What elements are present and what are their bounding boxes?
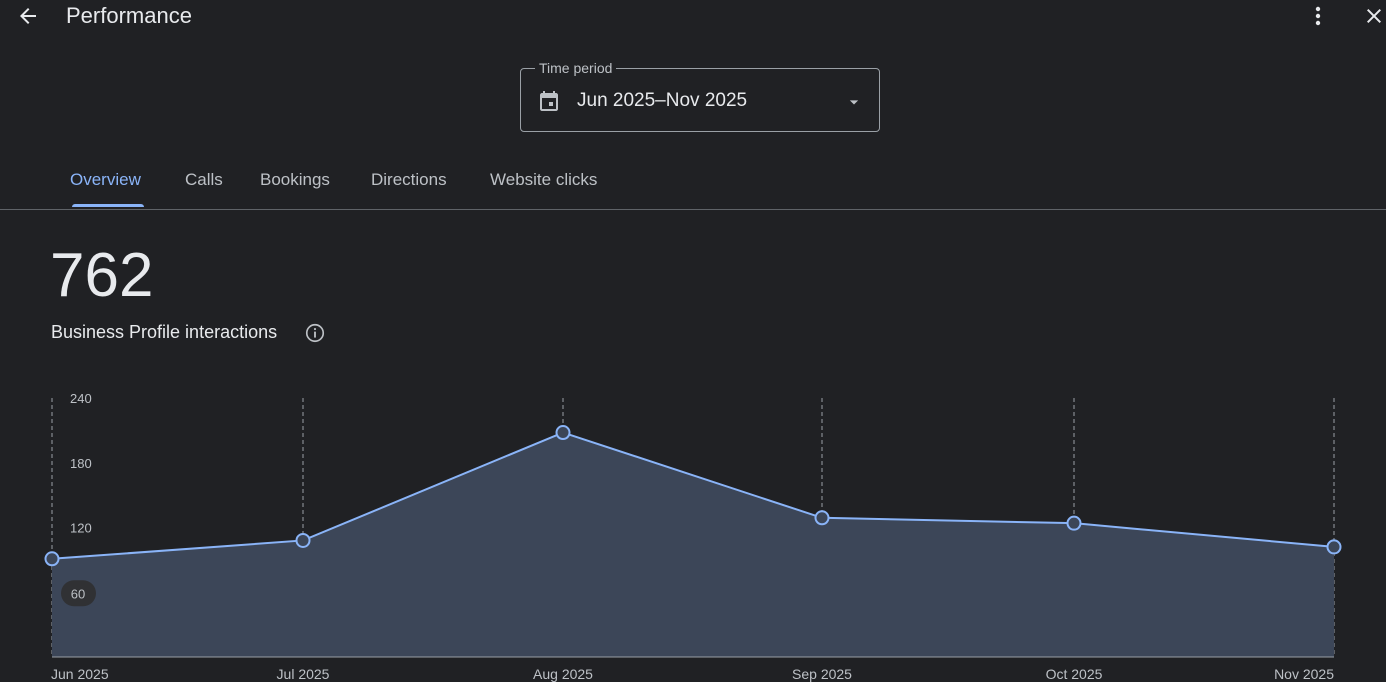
- tab-bar: Overview Calls Bookings Directions Websi…: [0, 160, 1386, 210]
- chart-area-fill: [52, 432, 1334, 657]
- chart-series-line: [51, 431, 1335, 560]
- total-interactions-value: 762: [50, 241, 154, 310]
- tab-calls[interactable]: Calls: [185, 170, 223, 189]
- arrow-back-icon: [20, 8, 36, 24]
- y-tick-label: 240: [70, 391, 92, 406]
- data-point-sep-2025[interactable]: [814, 510, 830, 526]
- more-options-button[interactable]: [1304, 1, 1332, 31]
- x-tick-label: Jul 2025: [277, 666, 330, 682]
- more-vert-icon: [1315, 6, 1321, 26]
- info-icon[interactable]: [304, 322, 326, 344]
- data-point-aug-2025[interactable]: [555, 425, 571, 441]
- time-period-select[interactable]: Time period Jun 2025–Nov 2025: [520, 60, 880, 132]
- data-point-jul-2025[interactable]: [295, 532, 311, 548]
- tab-bookings[interactable]: Bookings: [260, 170, 330, 189]
- arrow-drop-down-icon: [849, 100, 859, 105]
- calendar-icon: [540, 91, 558, 111]
- tab-website-clicks[interactable]: Website clicks: [490, 170, 598, 189]
- metric-label: Business Profile interactions: [51, 322, 278, 342]
- x-tick-label: Jun 2025: [51, 666, 109, 682]
- x-tick-label: Sep 2025: [792, 666, 852, 682]
- page-title: Performance: [66, 3, 192, 28]
- time-period-value: Jun 2025–Nov 2025: [577, 90, 748, 111]
- close-icon: [1367, 9, 1381, 23]
- close-button[interactable]: [1360, 1, 1386, 31]
- y-tick-label: 120: [70, 521, 92, 536]
- back-button[interactable]: [12, 1, 44, 31]
- y-tick-label: 180: [70, 456, 92, 471]
- tabs-divider: [0, 209, 1386, 210]
- x-tick-label: Oct 2025: [1046, 666, 1103, 682]
- active-tab-indicator: [72, 204, 144, 207]
- data-point-nov-2025[interactable]: [1326, 539, 1342, 555]
- data-point-jun-2025[interactable]: [44, 551, 60, 567]
- tab-directions[interactable]: Directions: [371, 170, 447, 189]
- y-tick-badge: [61, 580, 96, 607]
- x-tick-label: Nov 2025: [1274, 666, 1334, 682]
- top-bar: Performance: [0, 0, 1386, 34]
- time-period-label: Time period: [535, 60, 617, 76]
- data-point-oct-2025[interactable]: [1066, 515, 1082, 531]
- y-tick-label: 60: [71, 586, 85, 601]
- x-tick-label: Aug 2025: [533, 666, 593, 682]
- tab-overview[interactable]: Overview: [70, 170, 141, 189]
